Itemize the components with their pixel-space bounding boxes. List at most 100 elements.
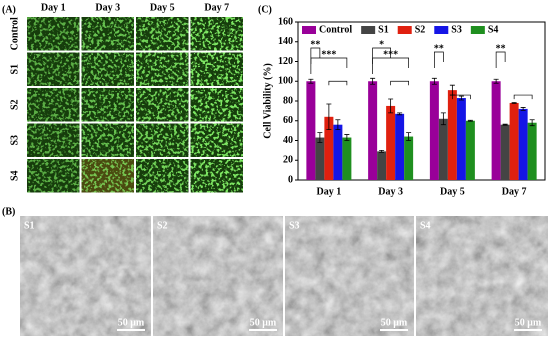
bar <box>465 120 475 180</box>
significance-bracket <box>310 47 321 64</box>
bar <box>491 81 501 180</box>
fluorescence-cells <box>136 159 189 193</box>
fluorescence-cells <box>190 123 243 157</box>
bar <box>509 102 519 180</box>
legend-swatch <box>434 26 449 34</box>
y-tick-label: 100 <box>278 76 293 87</box>
legend-label: S4 <box>488 24 499 35</box>
y-tick-label: 20 <box>283 155 293 166</box>
bar <box>315 137 325 180</box>
sem-label: S1 <box>24 220 35 231</box>
column-header: Day 7 <box>204 2 229 13</box>
legend-label: S2 <box>415 24 426 35</box>
bar <box>447 90 457 180</box>
legend-swatch <box>302 26 316 34</box>
y-tick-label: 60 <box>283 115 293 126</box>
error-bar <box>317 132 323 143</box>
group-bracket <box>452 94 471 100</box>
bar <box>386 105 396 180</box>
bar <box>404 136 414 180</box>
fluorescence-cells <box>81 17 134 51</box>
fluorescence-cells <box>81 52 134 86</box>
legend-label: Control <box>319 24 352 35</box>
sem-label: S4 <box>420 220 431 231</box>
scale-bar-label: 50 μm <box>381 317 408 328</box>
sem-image <box>416 216 548 336</box>
column-header: Day 3 <box>95 2 120 13</box>
sem-image <box>285 216 414 336</box>
fluorescence-cells <box>27 52 80 86</box>
significance-label: * <box>379 39 384 50</box>
significance-label: ** <box>310 39 320 50</box>
fluorescence-cells <box>81 88 134 122</box>
fluorescence-cells <box>81 123 134 157</box>
fluorescence-cells <box>190 88 243 122</box>
legend-swatch <box>361 26 376 34</box>
y-tick-label: 40 <box>283 135 293 146</box>
panel-label: (B) <box>2 206 15 217</box>
scale-bar-label: 50 μm <box>250 317 277 328</box>
significance-label: ** <box>496 43 506 54</box>
y-tick-label: 80 <box>283 95 293 106</box>
fluorescence-cells <box>136 123 189 157</box>
error-bar <box>388 98 394 114</box>
error-bar <box>370 77 376 85</box>
error-bar <box>502 123 508 126</box>
significance-label: *** <box>383 49 398 60</box>
error-bar <box>344 134 350 141</box>
x-tick-label: Day 3 <box>378 186 403 197</box>
fluorescence-cells <box>136 52 189 86</box>
error-bar <box>493 78 499 84</box>
error-bar <box>379 149 385 153</box>
bar <box>306 81 316 180</box>
significance-bracket <box>434 51 444 68</box>
y-tick-label: 120 <box>278 56 293 67</box>
legend-swatch <box>397 26 412 34</box>
bar <box>333 124 343 180</box>
error-bar <box>458 95 464 101</box>
fluorescence-cells <box>136 17 189 51</box>
row-header: S2 <box>9 99 20 110</box>
legend-label: S3 <box>451 24 462 35</box>
error-bar <box>440 112 446 126</box>
bar <box>368 81 378 180</box>
column-header: Day 1 <box>41 2 66 13</box>
significance-bracket <box>372 47 391 64</box>
scale-bar-label: 50 μm <box>515 317 542 328</box>
fluorescence-cells <box>190 17 243 51</box>
bar <box>518 108 528 180</box>
fluorescence-cells <box>81 159 134 193</box>
error-bar <box>520 107 526 111</box>
significance-bracket <box>372 57 409 74</box>
sem-image <box>20 216 151 336</box>
fluorescence-cells <box>136 88 189 122</box>
bar <box>438 118 448 180</box>
error-bar <box>326 103 332 131</box>
error-bar <box>308 78 314 84</box>
group-bracket <box>328 80 348 86</box>
fluorescence-cells <box>27 123 80 157</box>
fluorescence-cells <box>190 52 243 86</box>
fluorescence-cells <box>27 17 80 51</box>
bar <box>342 137 352 180</box>
significance-bracket <box>310 57 348 74</box>
column-header: Day 5 <box>150 2 175 13</box>
group-bracket <box>390 80 409 86</box>
bar <box>324 116 334 180</box>
row-header: S1 <box>9 64 20 75</box>
error-bar <box>529 119 535 127</box>
scale-bar-label: 50 μm <box>118 317 145 328</box>
bar <box>395 113 405 180</box>
panel-label: (A) <box>2 4 16 15</box>
bar <box>456 98 466 180</box>
significance-bracket <box>495 51 506 68</box>
row-header: S3 <box>9 135 20 146</box>
panel-label: (C) <box>258 4 272 15</box>
error-bar <box>511 102 517 104</box>
bar <box>429 81 439 180</box>
x-tick-label: Day 7 <box>502 186 527 197</box>
sem-label: S3 <box>289 220 300 231</box>
error-bar <box>406 132 412 141</box>
error-bar <box>397 112 403 116</box>
